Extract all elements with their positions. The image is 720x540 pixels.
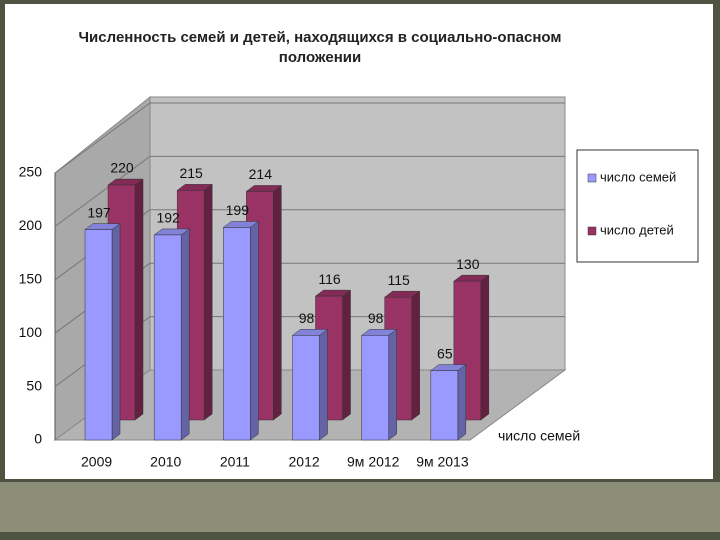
value-label: 115 [388, 272, 411, 288]
bar [84, 223, 121, 441]
bar-side [342, 289, 351, 421]
bar-side [134, 178, 144, 421]
bar-front [223, 227, 251, 441]
value-label: 116 [318, 271, 341, 287]
x-tick-label: 2010 [150, 454, 181, 470]
legend [576, 149, 699, 263]
value-label: 98 [368, 310, 384, 326]
bar-front [430, 370, 459, 441]
x-tick-label: 2009 [81, 454, 112, 470]
bar-front [292, 335, 320, 441]
bar [383, 290, 421, 421]
x-tick-label: 2012 [289, 454, 320, 470]
legend-swatch [587, 226, 597, 236]
value-label: 98 [299, 310, 315, 326]
value-label: 215 [179, 165, 203, 181]
value-label: 220 [110, 160, 134, 176]
bar [153, 228, 190, 441]
bar-side [319, 328, 328, 441]
bar-side [203, 183, 213, 421]
legend-label: число семей [600, 169, 676, 184]
bar-front [84, 229, 113, 441]
x-tick-label: 2011 [220, 454, 250, 470]
bar-side [111, 223, 121, 441]
y-tick-label: 50 [26, 377, 42, 393]
bar [291, 328, 329, 441]
depth-label: число семей [498, 428, 580, 444]
bar-side [388, 328, 397, 441]
y-tick-label: 150 [19, 271, 43, 287]
bar-side [457, 364, 467, 441]
bar-front [153, 234, 182, 441]
bar-side [250, 220, 259, 441]
value-label: 192 [156, 210, 180, 226]
chart-title: Численность семей и детей, находящихся в… [78, 29, 562, 66]
bar [222, 220, 260, 441]
legend-label: число детей [600, 222, 674, 237]
y-tick-label: 250 [19, 164, 43, 180]
value-label: 65 [437, 345, 453, 361]
value-label: 130 [456, 256, 480, 272]
legend-swatch [587, 173, 597, 183]
x-tick-label: 9м 2013 [416, 454, 469, 470]
grid-line [54, 155, 151, 227]
y-tick-label: 0 [34, 431, 42, 447]
bar-side [180, 228, 190, 441]
bar-side [411, 290, 420, 421]
value-label: 197 [87, 204, 111, 220]
bar-side [273, 184, 282, 421]
bar [430, 364, 467, 441]
bar-front [361, 335, 389, 441]
grid-line [54, 102, 151, 174]
x-tick-label: 9м 2012 [347, 454, 400, 470]
y-tick-label: 100 [19, 324, 43, 340]
y-tick-label: 200 [19, 217, 43, 233]
bar-side [480, 274, 490, 421]
decor-strip [0, 482, 720, 532]
value-label: 214 [249, 166, 273, 182]
bar [360, 328, 398, 441]
value-label: 199 [226, 202, 250, 218]
